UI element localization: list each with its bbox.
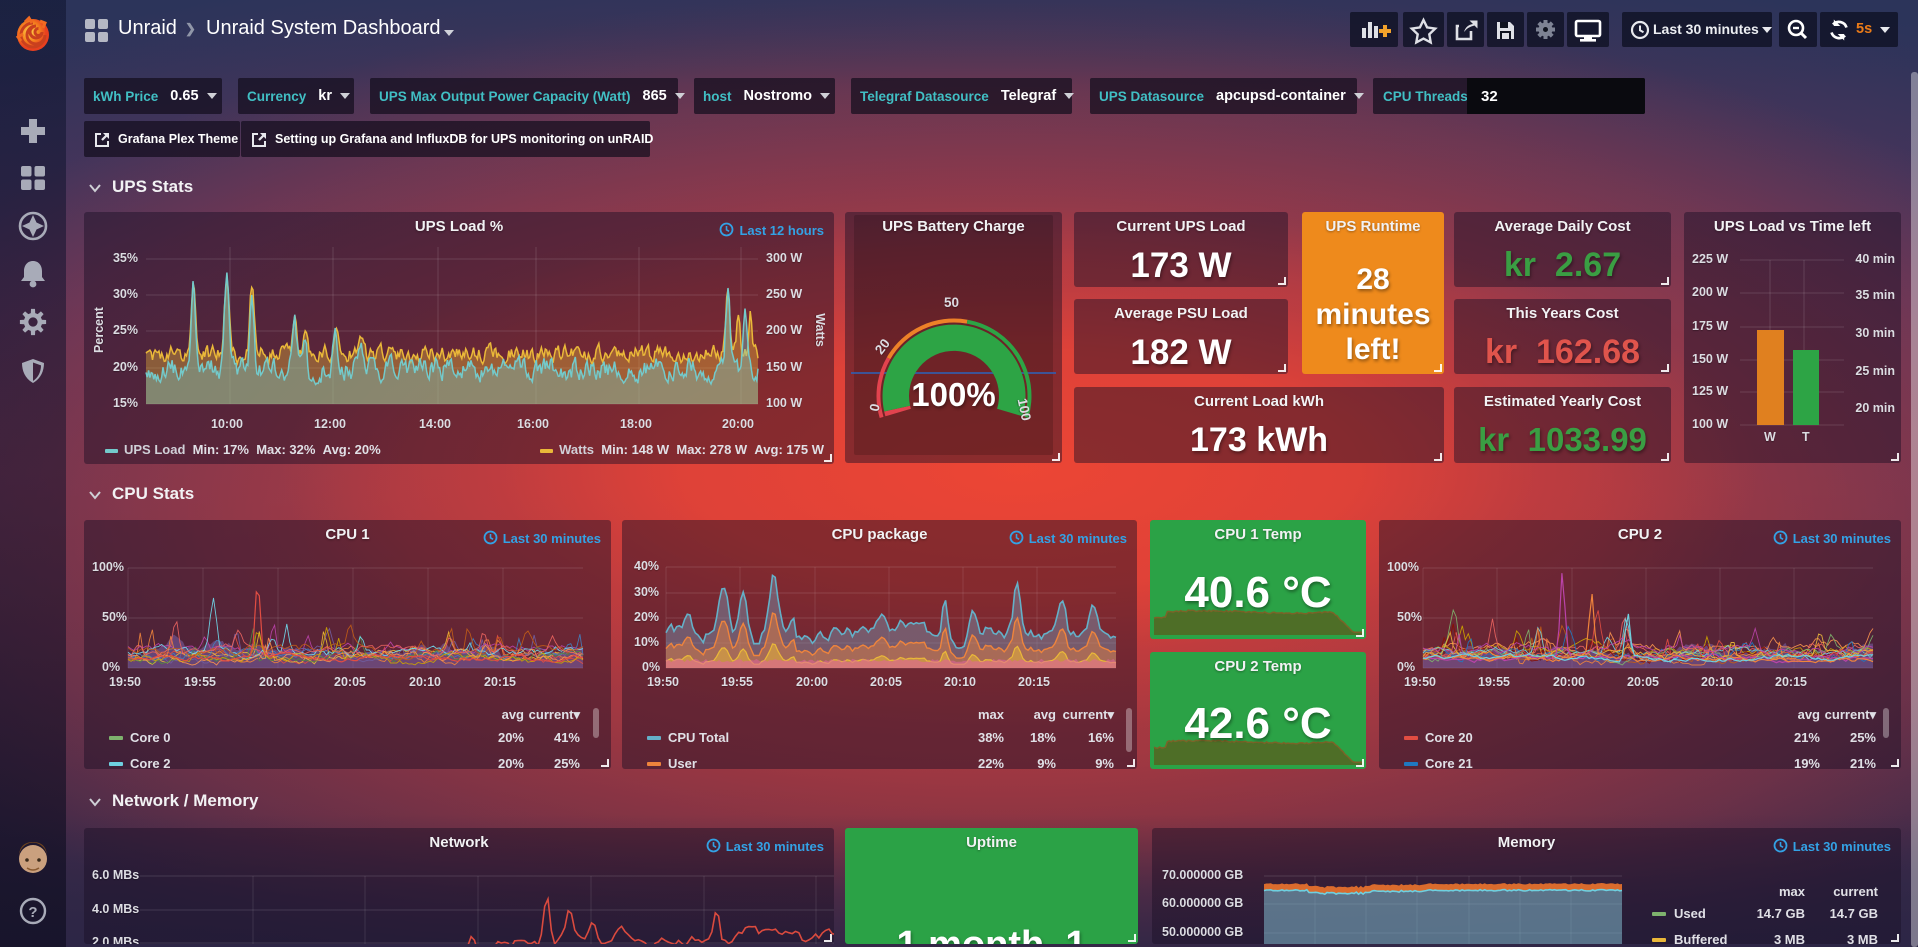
svg-text:?: ? bbox=[28, 904, 37, 921]
